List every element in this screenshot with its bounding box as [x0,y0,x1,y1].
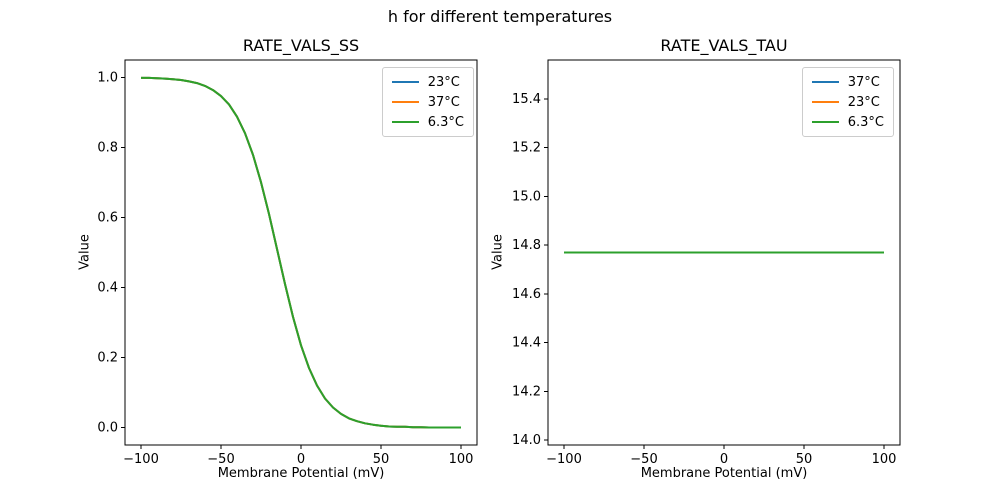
legend-entry: 6.3°C [811,113,884,131]
y-tick-label: 0.6 [97,211,118,226]
legend-line-swatch [811,121,839,123]
legend-line-swatch [811,81,839,83]
legend-entry: 6.3°C [391,113,464,131]
x-tick-label: 100 [872,452,897,467]
legend-ss: 23°C 37°C 6.3°C [381,67,474,137]
y-tick-label: 14.2 [512,384,541,399]
y-tick-label: 15.2 [512,141,541,156]
y-tick-label: 0.4 [97,281,118,296]
x-tick-label: −100 [546,452,582,467]
y-tick-label: 15.0 [512,189,541,204]
subplot-tau-title: RATE_VALS_TAU [660,36,788,55]
y-tick-label: 15.4 [512,92,541,107]
x-tick-label: −50 [207,452,234,467]
subplot-ss-xlabel: Membrane Potential (mV) [217,466,385,481]
x-tick-label: −100 [123,452,159,467]
x-tick-label: 0 [297,452,305,467]
legend-label: 37°C [847,74,880,90]
subplot-tau-xlabel: Membrane Potential (mV) [640,466,808,481]
figure-suptitle: h for different temperatures [387,7,613,26]
legend-label: 6.3°C [427,114,464,130]
y-tick-label: 0.0 [97,421,118,436]
legend-entry: 37°C [391,93,464,111]
x-tick-label: 100 [449,452,474,467]
legend-label: 6.3°C [847,114,884,130]
y-tick-label: 0.8 [97,141,118,156]
y-tick-label: 14.6 [512,287,541,302]
y-tick-label: 0.2 [97,351,118,366]
legend-label: 23°C [847,94,880,110]
legend-line-swatch [391,121,419,123]
subplot-1: −100 −50 0 50 100 14.0 14.2 14.4 14.6 14.8 15.0 15.… [512,59,901,467]
subplot-ss-title: RATE_VALS_SS [242,36,360,55]
legend-line-swatch [811,101,839,103]
legend-entry: 23°C [391,73,464,91]
y-tick-label: 14.8 [512,238,541,253]
subplot-0: −100 −50 0 50 100 0.0 0.2 0.4 0.6 0.8 1.0 [97,59,478,467]
legend-entry: 23°C [811,93,884,111]
y-tick-label: 1.0 [97,71,118,86]
legend-line-swatch [391,101,419,103]
x-tick-label: 50 [373,452,390,467]
x-tick-label: 0 [720,452,728,467]
y-tick-label: 14.4 [512,336,541,351]
subplot-ss-ylabel: Value [77,234,93,270]
legend-label: 37°C [427,94,460,110]
subplot-tau-ylabel: Value [490,234,506,270]
legend-line-swatch [391,81,419,83]
legend-label: 23°C [427,74,460,90]
legend-entry: 37°C [811,73,884,91]
series-line-2 [141,76,461,429]
x-tick-label: −50 [630,452,657,467]
x-tick-label: 50 [796,452,813,467]
y-tick-label: 14.0 [512,433,541,448]
legend-tau: 37°C 23°C 6.3°C [801,67,894,137]
